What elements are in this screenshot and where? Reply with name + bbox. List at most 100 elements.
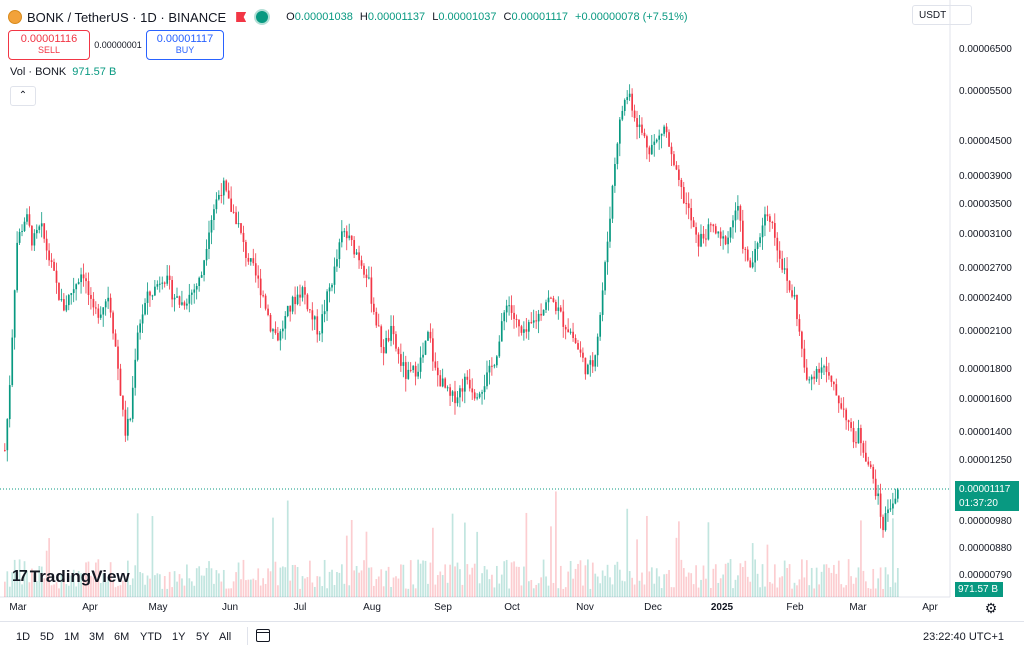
candle-body [508,305,510,307]
volume-bar [564,587,567,597]
volume-bar [823,564,825,597]
timeframe-5y[interactable]: 5Y [196,631,210,643]
candle-body [48,250,50,261]
candle-body [478,393,481,398]
volume-bar [769,582,771,597]
volume-bar [355,565,358,597]
volume-bar [710,587,712,597]
candle-body [449,387,451,396]
candle-body [136,332,139,360]
volume-bar [87,561,90,597]
candle-body [171,279,173,300]
volume-bar [796,585,798,597]
candle-body [161,282,164,284]
candle-body [190,292,193,295]
candle-body [163,282,166,284]
candle-body [749,260,752,268]
volume-bar [756,573,759,597]
volume-bar [85,562,87,597]
timeframe-1d[interactable]: 1D [16,631,31,643]
volume-bar [488,579,491,597]
volume-bar [616,561,619,597]
timeframe-all[interactable]: All [219,631,232,643]
volume-bar [692,584,695,597]
volume-bar [390,586,392,597]
candle-body [345,231,348,239]
volume-bar [589,588,592,597]
sell-button[interactable]: 0.00001116 SELL [8,30,90,60]
volume-bar [773,564,776,597]
candle-body [796,294,798,320]
settings-gear-icon[interactable]: ⚙ [984,600,998,616]
clock-timezone[interactable]: 23:22:40 UTC+1 [922,631,1004,643]
candle-body [151,295,154,297]
volume-bar [749,581,752,597]
volume-bar [247,579,250,597]
collapse-legend-button[interactable]: ⌃ [10,86,36,106]
calendar-icon[interactable] [256,629,270,642]
candle-body [810,376,813,380]
volume-bar [35,581,38,597]
candle-body [259,278,262,296]
volume-bar [112,581,114,597]
tradingview-logo[interactable]: 17 TradingView [12,567,130,587]
candle-body [687,203,690,209]
volume-bar [166,588,169,597]
volume-bar [97,559,100,597]
volume-bar [99,582,102,597]
price-tick-label: 0.00003500 [959,198,1012,210]
volume-bar [719,578,722,597]
candle-body [825,366,828,373]
candle-body [879,493,882,517]
candle-body [11,337,14,386]
candle-body [429,331,432,339]
candle-body [451,391,454,396]
candle-body [6,419,9,451]
volume-bar [466,564,469,597]
volume-bar [810,567,813,597]
volume-bar [459,569,461,597]
volume-bar [803,577,806,597]
volume-bar [395,576,397,597]
timeframe-1m[interactable]: 1M [64,631,80,643]
volume-bar [614,564,616,597]
candle-body [341,231,343,243]
volume-bar [141,573,144,597]
candle-body [227,190,230,199]
volume-bar [274,561,277,597]
volume-bar [788,564,791,597]
volume-bar [882,588,884,597]
timeframe-1y[interactable]: 1Y [172,631,186,643]
candle-body [397,348,400,355]
timeframe-6m[interactable]: 6M [114,631,130,643]
volume-bar [392,577,395,597]
candle-body [316,316,319,335]
flag-icon[interactable] [236,12,247,22]
volume-bar [724,563,727,597]
candle-body [67,295,70,306]
candle-body [887,509,889,514]
volume-bar [464,522,466,597]
currency-selector[interactable]: USDT [912,5,972,25]
candle-body [279,331,282,341]
time-tick-label: Jul [293,602,307,613]
candle-body [547,297,550,303]
symbol-title[interactable]: BONK / TetherUS · 1D · BINANCE [27,9,227,25]
candle-body [791,290,793,297]
candle-body [454,391,456,404]
volume-bar [387,566,390,597]
volume-bar [737,575,739,597]
volume-bar [695,565,697,597]
buy-button[interactable]: 0.00001117 BUY [146,30,224,60]
candle-body [778,250,781,259]
candle-body [414,365,417,377]
timeframe-5d[interactable]: 5D [40,631,55,643]
timeframe-ytd[interactable]: YTD [140,631,162,643]
volume-bar [855,577,857,597]
candle-body [468,379,471,389]
timeframe-3m[interactable]: 3M [89,631,105,643]
volume-bar [559,565,562,597]
candle-body [842,408,845,410]
candle-body [306,294,309,310]
